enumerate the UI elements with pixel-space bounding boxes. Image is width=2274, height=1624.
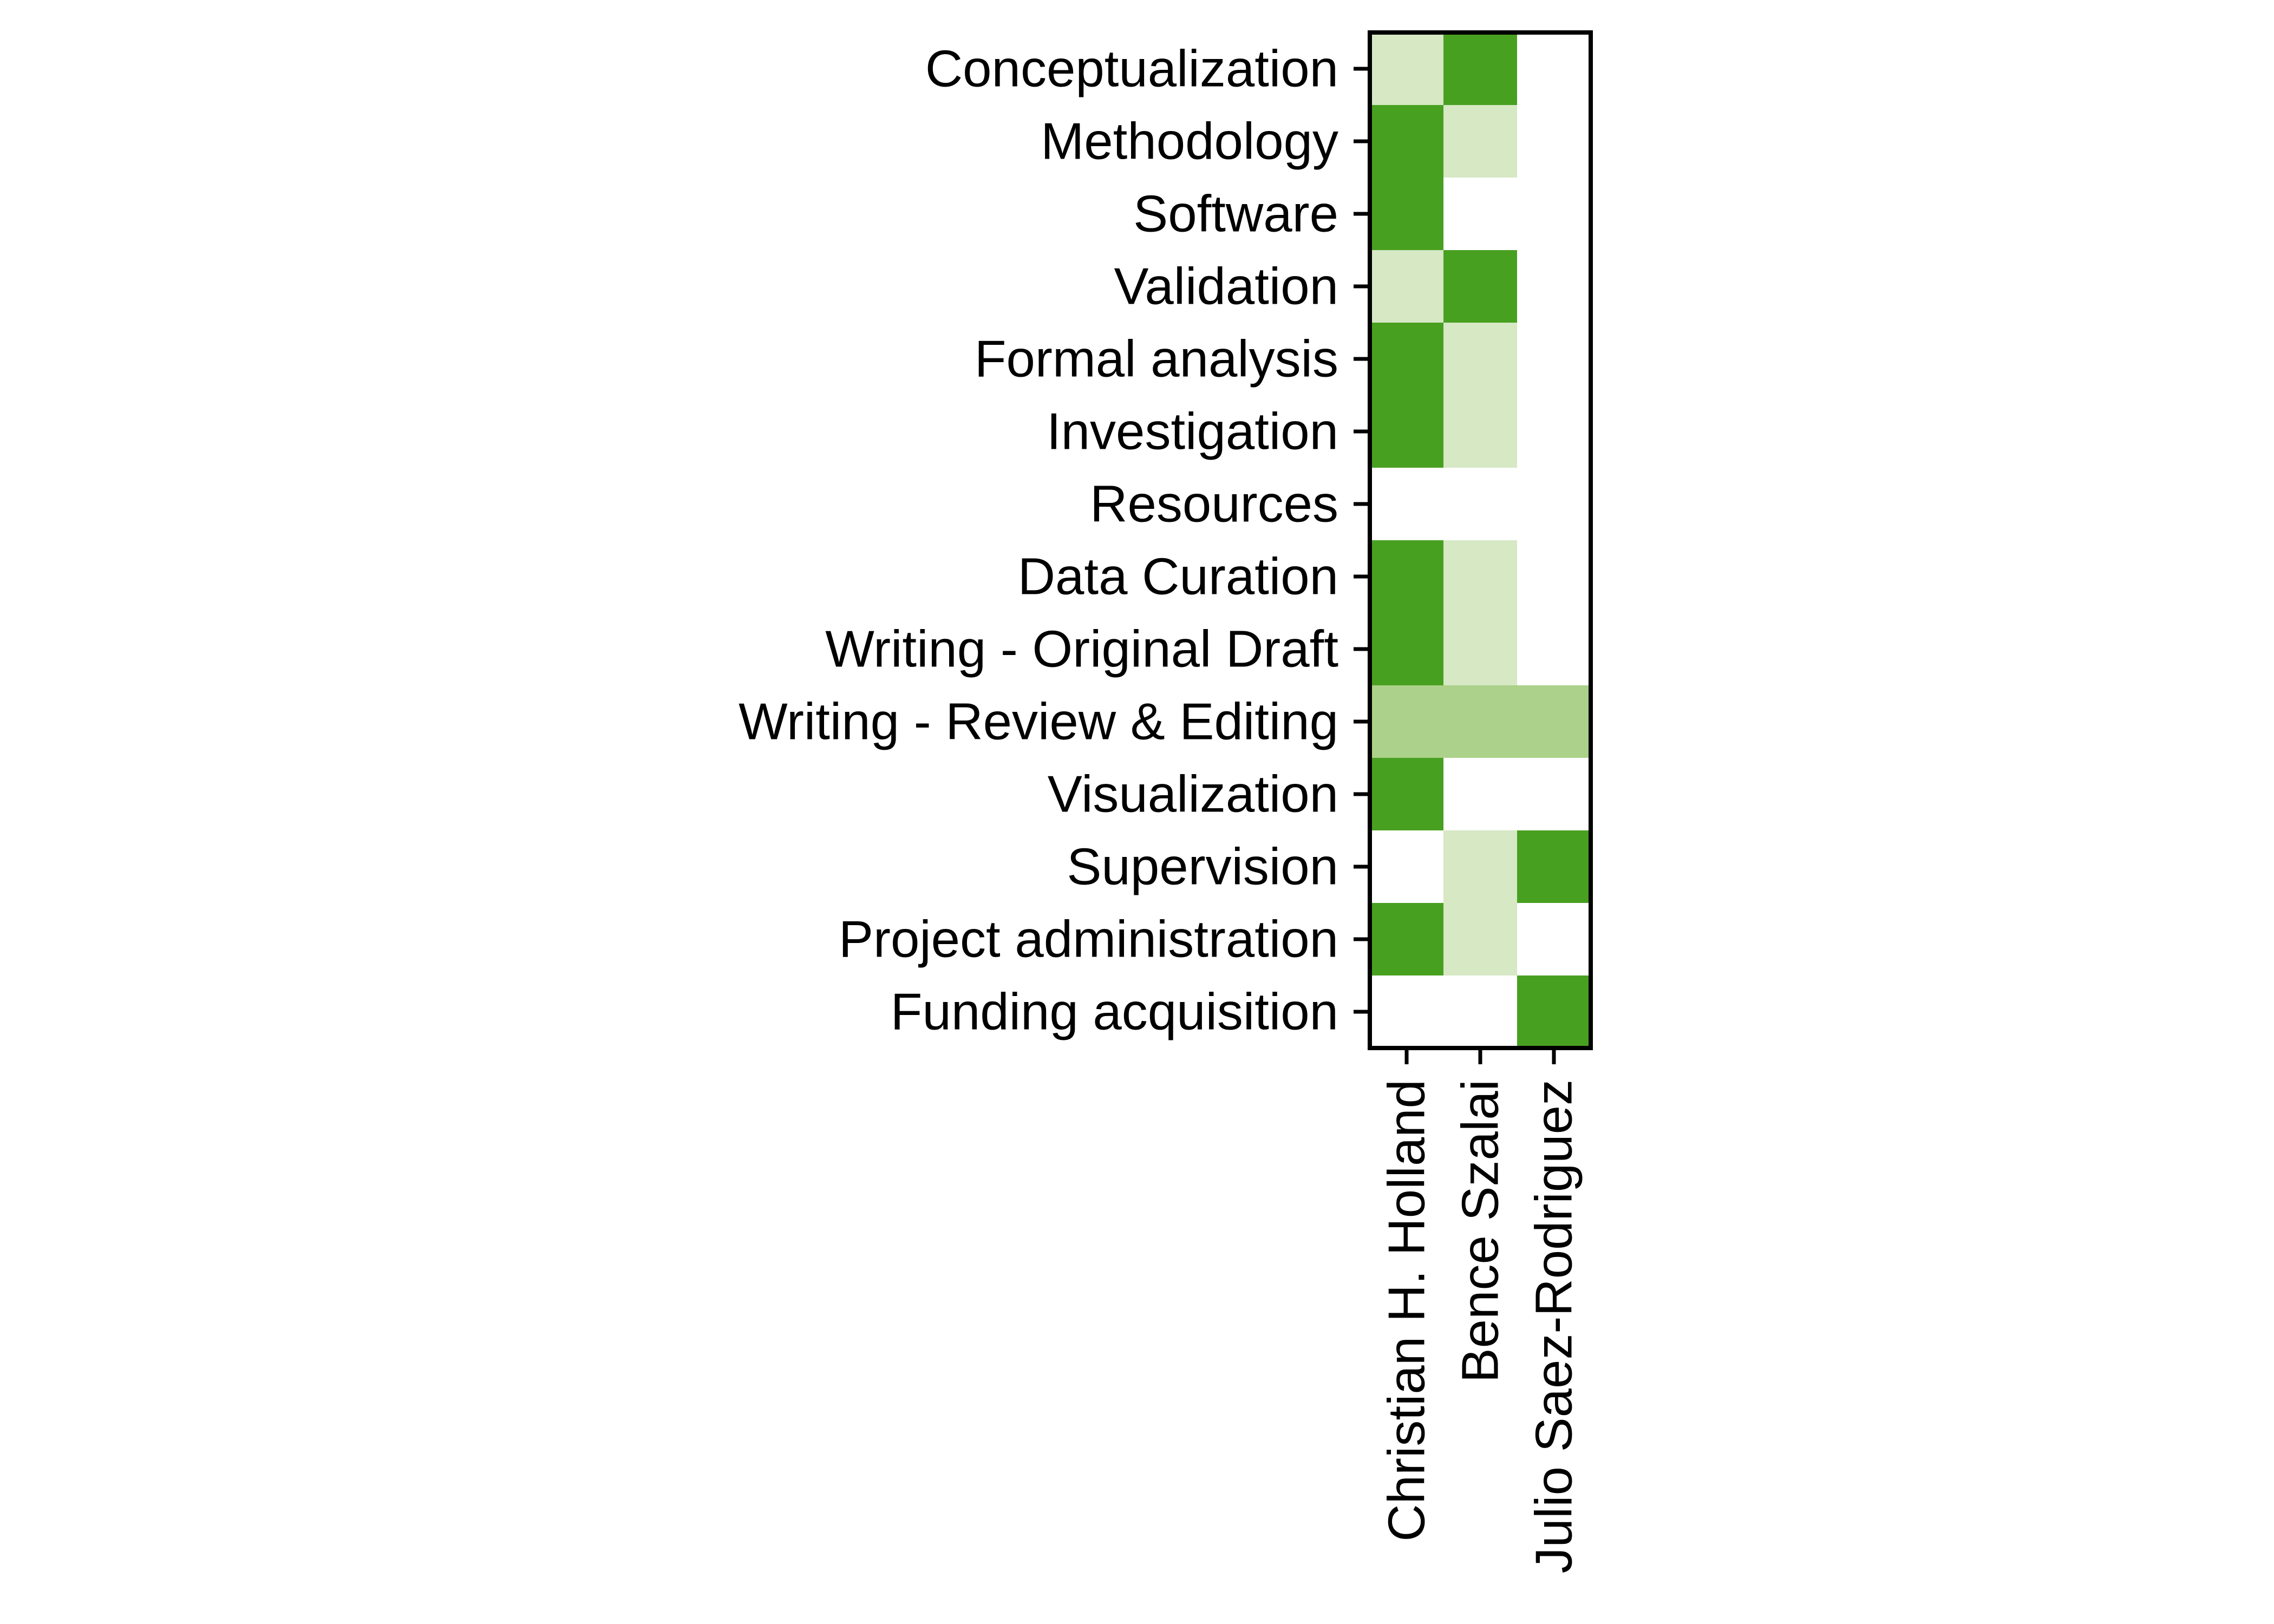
plot-frame xyxy=(1368,30,1593,1050)
heatmap-cell-writing-review-and-editing-bence-szalai xyxy=(1443,685,1518,758)
heatmap-cell-methodology-christian-h-holland xyxy=(1370,105,1444,178)
y-tick-label-writing-review-and-editing: Writing - Review & Editing xyxy=(739,693,1338,751)
y-tick-label-methodology: Methodology xyxy=(1041,113,1338,171)
y-tick-label-formal-analysis: Formal analysis xyxy=(975,330,1338,388)
heatmap-cell-investigation-julio-saez-rodriguez xyxy=(1517,395,1591,468)
heatmap-cell-writing-original-draft-bence-szalai xyxy=(1443,613,1518,686)
y-tick-label-resources: Resources xyxy=(1090,475,1338,533)
heatmap-cell-writing-original-draft-christian-h-holland xyxy=(1370,613,1444,686)
x-tick-label-bence-szalai: Bence Szalai xyxy=(1452,1079,1510,1383)
heatmap-cell-conceptualization-bence-szalai xyxy=(1443,32,1518,106)
heatmap-cell-project-administration-christian-h-holland xyxy=(1370,903,1444,976)
y-tick-label-software: Software xyxy=(1133,185,1338,243)
x-tick-label-julio-saez-rodriguez: Julio Saez-Rodriguez xyxy=(1525,1079,1583,1573)
y-tick-label-project-administration: Project administration xyxy=(839,911,1338,968)
heatmap-cell-resources-julio-saez-rodriguez xyxy=(1517,468,1591,541)
heatmap-cell-supervision-julio-saez-rodriguez xyxy=(1517,830,1591,903)
heatmap-cell-writing-original-draft-julio-saez-rodriguez xyxy=(1517,613,1591,686)
y-tick-label-data-curation: Data Curation xyxy=(1018,548,1338,606)
heatmap-cell-funding-acquisition-julio-saez-rodriguez xyxy=(1517,975,1591,1049)
heatmap-cell-visualization-julio-saez-rodriguez xyxy=(1517,758,1591,831)
y-tick-label-conceptualization: Conceptualization xyxy=(925,40,1338,98)
heatmap-cell-project-administration-julio-saez-rodriguez xyxy=(1517,903,1591,976)
heatmap-cell-data-curation-julio-saez-rodriguez xyxy=(1517,540,1591,613)
heatmap-cell-supervision-bence-szalai xyxy=(1443,830,1518,903)
x-tick-label-christian-h-holland: Christian H. Holland xyxy=(1378,1079,1436,1542)
heatmap-cell-data-curation-christian-h-holland xyxy=(1370,540,1444,613)
y-tick-label-supervision: Supervision xyxy=(1067,838,1338,896)
heatmap-cell-writing-review-and-editing-christian-h-holland xyxy=(1370,685,1444,758)
heatmap-cell-writing-review-and-editing-julio-saez-rodriguez xyxy=(1517,685,1591,758)
y-tick-label-writing-original-draft: Writing - Original Draft xyxy=(825,620,1338,678)
y-tick-label-validation: Validation xyxy=(1114,258,1338,316)
heatmap-cell-validation-julio-saez-rodriguez xyxy=(1517,250,1591,323)
heatmap-cell-investigation-bence-szalai xyxy=(1443,395,1518,468)
heatmap-cell-software-christian-h-holland xyxy=(1370,178,1444,251)
heatmap-cell-project-administration-bence-szalai xyxy=(1443,903,1518,976)
heatmap-cell-conceptualization-julio-saez-rodriguez xyxy=(1517,32,1591,106)
heatmap-cell-funding-acquisition-bence-szalai xyxy=(1443,975,1518,1049)
heatmap-cell-resources-christian-h-holland xyxy=(1370,468,1444,541)
heatmap-cell-validation-christian-h-holland xyxy=(1370,250,1444,323)
heatmap-cell-methodology-bence-szalai xyxy=(1443,105,1518,178)
heatmap-cell-resources-bence-szalai xyxy=(1443,468,1518,541)
y-axis-ticks: Conceptualization Methodology Software Vali… xyxy=(739,40,1370,1041)
heatmap-cell-formal-analysis-bence-szalai xyxy=(1443,323,1518,396)
heatmap-cell-visualization-christian-h-holland xyxy=(1370,758,1444,831)
heatmap-cell-visualization-bence-szalai xyxy=(1443,758,1518,831)
heatmap-cell-software-julio-saez-rodriguez xyxy=(1517,178,1591,251)
heatmap-cell-formal-analysis-julio-saez-rodriguez xyxy=(1517,323,1591,396)
heatmap-cell-validation-bence-szalai xyxy=(1443,250,1518,323)
x-axis-ticks: Christian H. Holland Bence Szalai Julio Sa… xyxy=(1378,1048,1583,1573)
heatmap-cell-conceptualization-christian-h-holland xyxy=(1370,32,1444,106)
heatmap-cell-data-curation-bence-szalai xyxy=(1443,540,1518,613)
heatmap-cell-methodology-julio-saez-rodriguez xyxy=(1517,105,1591,178)
heatmap-cell-supervision-christian-h-holland xyxy=(1370,830,1444,903)
heatmap-cell-investigation-christian-h-holland xyxy=(1370,395,1444,468)
heatmap-cell-formal-analysis-christian-h-holland xyxy=(1370,323,1444,396)
heatmap-cell-funding-acquisition-christian-h-holland xyxy=(1370,975,1444,1049)
y-tick-label-investigation: Investigation xyxy=(1047,403,1338,461)
heatmap-cells xyxy=(1370,32,1591,1049)
heatmap-cell-software-bence-szalai xyxy=(1443,178,1518,251)
y-tick-label-funding-acquisition: Funding acquisition xyxy=(891,983,1338,1041)
y-tick-label-visualization: Visualization xyxy=(1048,765,1338,823)
